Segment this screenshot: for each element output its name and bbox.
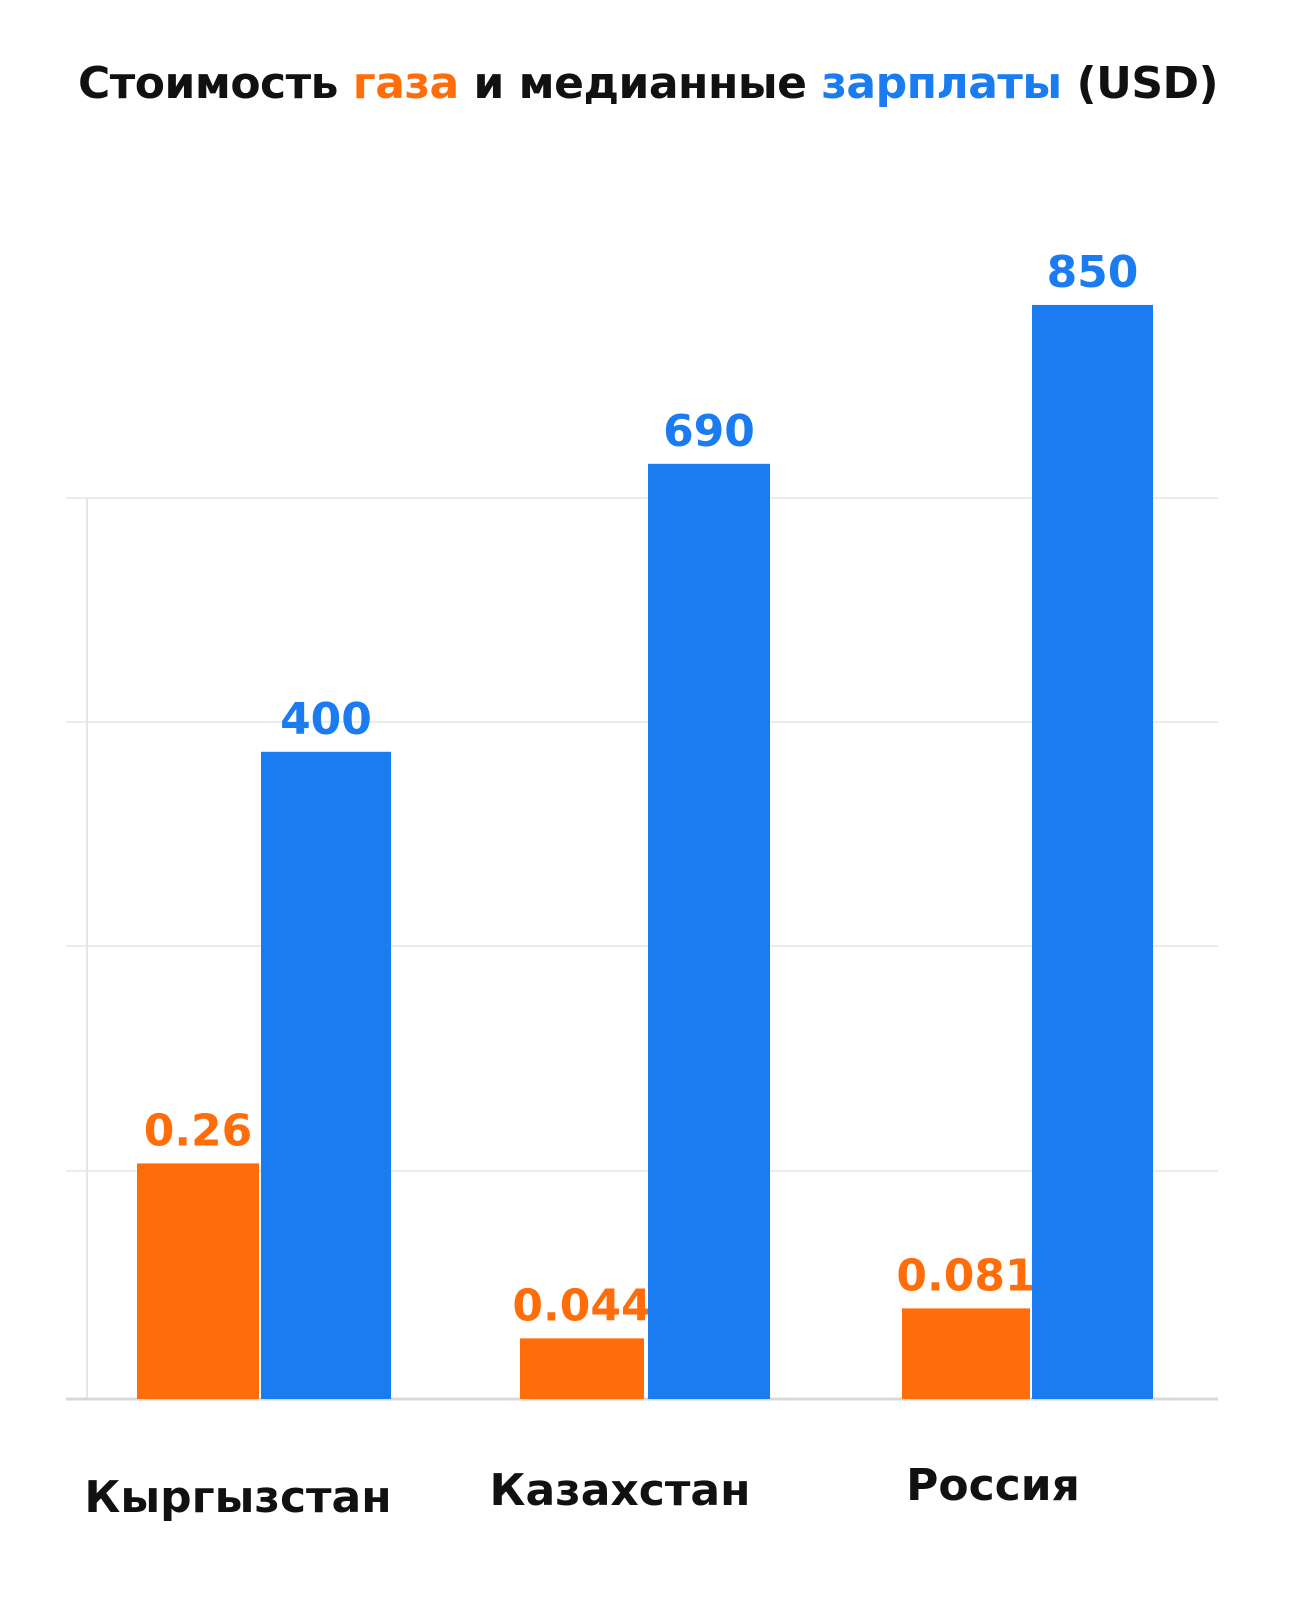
title-part: (USD)	[1061, 58, 1219, 109]
title-part: газа	[352, 58, 459, 109]
salary-data-label: 690	[663, 406, 755, 457]
gas-data-label: 0.26	[144, 1105, 253, 1156]
title-part: Стоимость	[78, 58, 353, 109]
category-label: Россия	[906, 1460, 1080, 1511]
salary-data-label: 400	[280, 694, 372, 745]
gas-data-label: 0.081	[896, 1250, 1035, 1301]
salary-bar	[1032, 304, 1153, 1400]
salary-bar	[648, 463, 770, 1400]
category-label: Казахстан	[490, 1465, 751, 1516]
gas-bar	[520, 1338, 644, 1399]
gas-bar	[902, 1308, 1030, 1399]
gas-data-label: 0.044	[512, 1280, 651, 1331]
chart-title: Стоимость газа и медианные зарплаты (USD…	[78, 58, 1219, 109]
gas-bar	[137, 1163, 259, 1399]
title-part: и медианные	[458, 58, 822, 109]
salary-bar	[261, 751, 391, 1399]
category-label: Кыргызстан	[84, 1472, 391, 1523]
title-part: зарплаты	[821, 58, 1062, 109]
salary-data-label: 850	[1047, 247, 1139, 298]
